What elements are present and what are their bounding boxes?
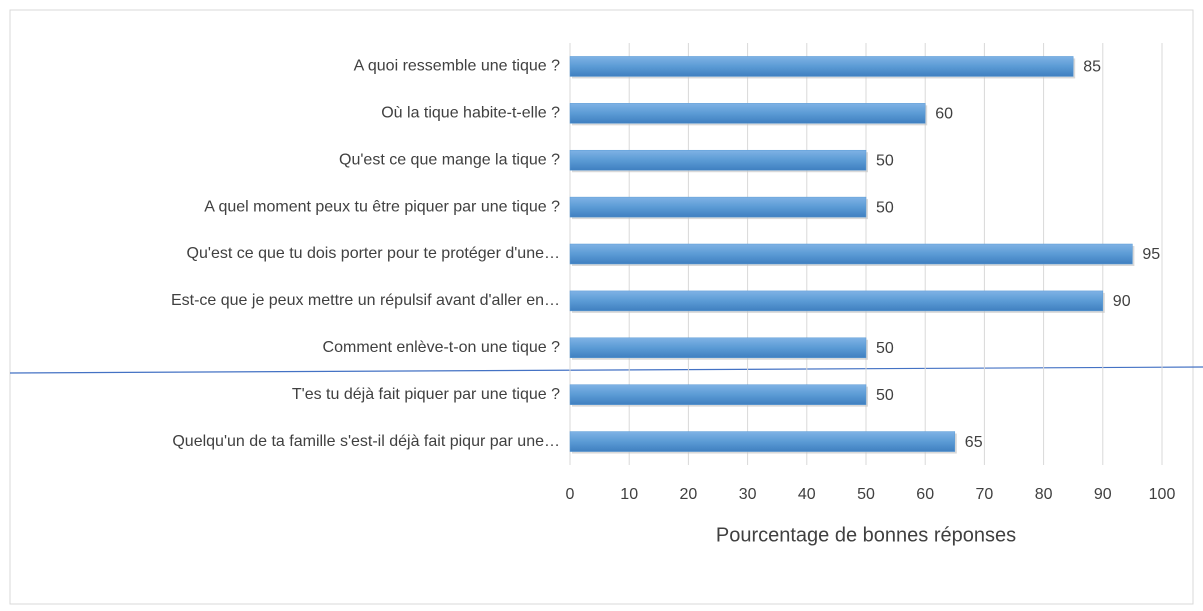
x-tick-label: 40 xyxy=(798,486,816,503)
y-tick-label: Qu'est ce que tu dois porter pour te pro… xyxy=(187,245,560,262)
x-tick-label: 10 xyxy=(620,486,638,503)
y-tick-label: Qu'est ce que mange la tique ? xyxy=(339,151,560,168)
bar xyxy=(569,384,867,405)
data-label: 50 xyxy=(876,199,894,216)
y-tick-label: Où la tique habite-t-elle ? xyxy=(381,105,560,122)
data-label: 65 xyxy=(965,434,983,451)
y-tick-label: A quoi ressemble une tique ? xyxy=(354,58,560,75)
bar xyxy=(569,243,1133,265)
x-tick-label: 90 xyxy=(1094,486,1112,503)
x-tick-label: 50 xyxy=(857,486,875,503)
x-tick-label: 80 xyxy=(1035,486,1053,503)
x-tick-label: 100 xyxy=(1149,486,1176,503)
bar xyxy=(569,103,926,124)
separator-line xyxy=(9,366,1203,374)
x-tick-label: 60 xyxy=(916,486,934,503)
x-tick-label: 30 xyxy=(739,486,757,503)
x-axis-label: Pourcentage de bonnes réponses xyxy=(716,524,1016,546)
bar xyxy=(569,56,1074,77)
data-label: 95 xyxy=(1142,246,1160,263)
y-tick-label: A quel moment peux tu être piquer par un… xyxy=(204,198,560,215)
data-label: 50 xyxy=(876,152,894,169)
y-tick-label: Comment enlève-t-on une tique ? xyxy=(323,339,561,356)
x-tick-label: 70 xyxy=(976,486,994,503)
bar xyxy=(569,196,867,218)
data-label: 60 xyxy=(935,106,953,123)
bar xyxy=(569,149,867,171)
data-label: 50 xyxy=(876,387,894,404)
bar xyxy=(569,431,956,452)
data-label: 90 xyxy=(1113,293,1131,310)
y-tick-label: Est-ce que je peux mettre un répulsif av… xyxy=(171,292,560,309)
bar xyxy=(569,290,1104,312)
data-label: 50 xyxy=(876,340,894,357)
data-label: 85 xyxy=(1083,59,1101,76)
x-tick-label: 20 xyxy=(680,486,698,503)
bar xyxy=(569,337,867,359)
y-tick-label: T'es tu déjà fait piquer par une tique ? xyxy=(292,386,560,403)
y-tick-label: Quelqu'un de ta famille s'est-il déjà fa… xyxy=(172,433,560,450)
x-tick-label: 0 xyxy=(566,486,575,503)
